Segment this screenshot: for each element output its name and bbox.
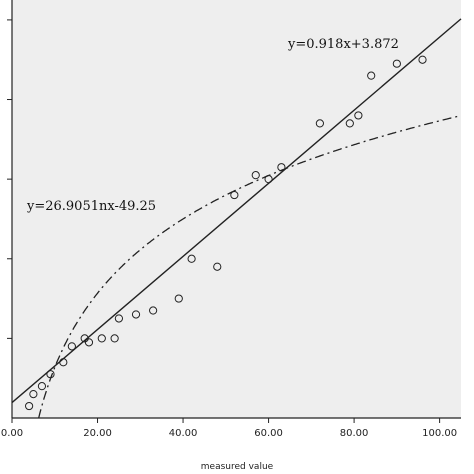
data-point xyxy=(29,390,38,399)
data-point xyxy=(174,294,183,303)
log-fit-curve xyxy=(38,114,462,419)
data-point xyxy=(46,370,55,379)
axes: 0.00 20.00 40.00 60.00 80.00 100.00 xyxy=(1,0,461,439)
x-tick-label: 100.00 xyxy=(422,428,457,439)
plot-background xyxy=(12,0,461,418)
data-point xyxy=(114,314,124,323)
data-point xyxy=(277,163,286,172)
data-point xyxy=(84,338,94,347)
data-point xyxy=(230,190,239,200)
x-axis-title: measured value xyxy=(201,462,274,472)
data-point xyxy=(37,382,47,391)
data-point xyxy=(354,111,363,120)
x-tick-label: 20.00 xyxy=(83,428,112,439)
data-point xyxy=(187,254,196,263)
x-tick-label: 80.00 xyxy=(340,428,369,439)
data-point xyxy=(131,310,141,319)
data-point xyxy=(367,71,376,80)
data-point xyxy=(213,262,222,271)
x-tick-label: 60.00 xyxy=(254,428,283,439)
data-point xyxy=(264,175,273,184)
plot-marks xyxy=(11,18,462,419)
data-point xyxy=(392,59,401,68)
data-point xyxy=(59,358,68,367)
x-tick-label: 40.00 xyxy=(169,428,198,439)
x-tick-label: 0.00 xyxy=(1,428,23,439)
data-point xyxy=(315,119,324,128)
linear-fit-equation: y=0.918x+3.872 xyxy=(287,37,399,52)
data-point xyxy=(149,306,158,315)
data-point xyxy=(97,334,106,343)
data-point xyxy=(251,171,260,180)
data-point xyxy=(67,342,76,351)
log-fit-equation: y=26.9051nx-49.25 xyxy=(26,199,156,214)
data-point xyxy=(25,401,34,411)
data-point xyxy=(345,119,354,128)
linear-fit-line xyxy=(11,18,462,404)
data-point xyxy=(110,334,119,343)
data-point xyxy=(418,55,427,64)
